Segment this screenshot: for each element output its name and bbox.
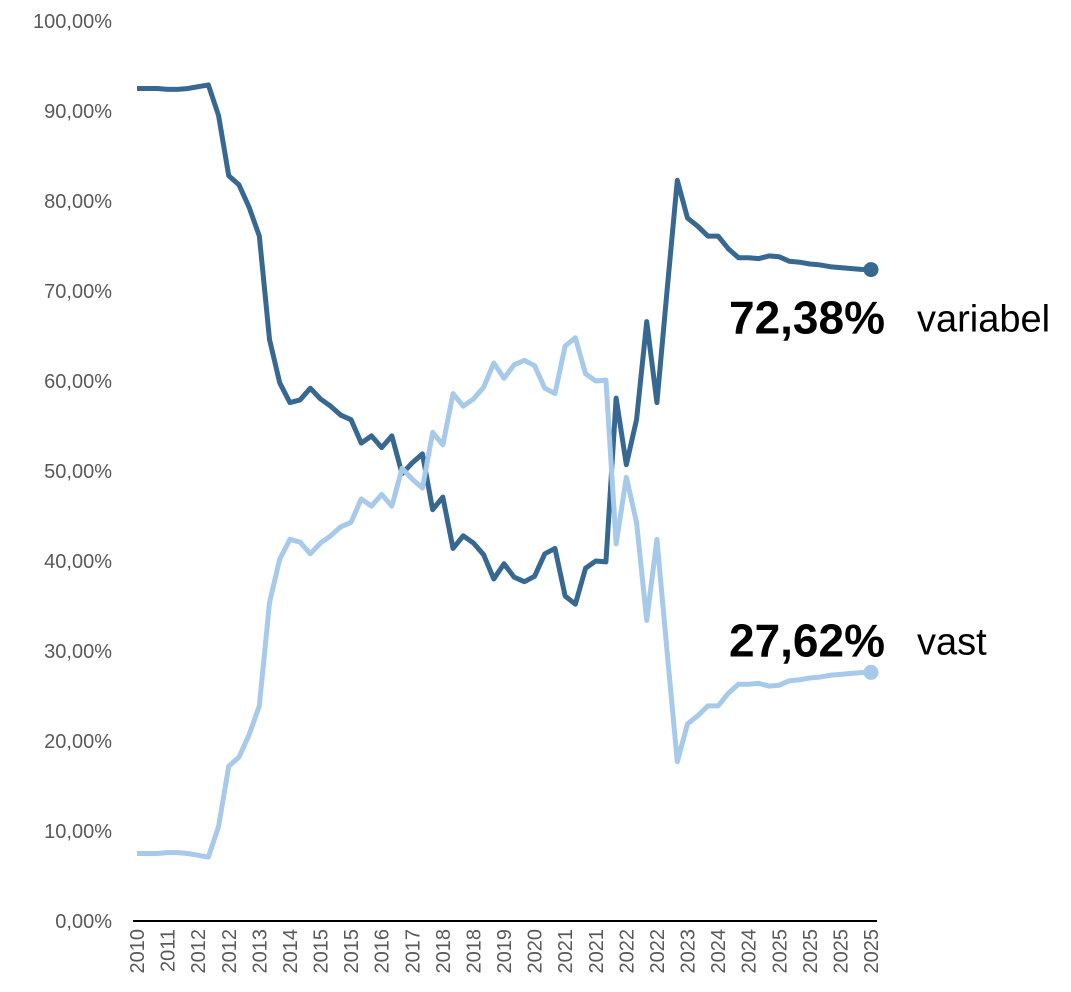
y-tick-label: 30,00% [44, 641, 112, 663]
end-dot [863, 664, 879, 680]
y-tick-label: 40,00% [44, 551, 112, 573]
y-tick-label: 100,00% [33, 11, 112, 33]
x-tick-label: 2015 [311, 929, 333, 974]
series-line [137, 335, 872, 860]
y-tick-label: 60,00% [44, 371, 112, 393]
x-tick-label: 2020 [525, 929, 547, 974]
y-tick-label: 20,00% [44, 731, 112, 753]
x-tick-label: 2011 [158, 929, 180, 972]
series-line [137, 82, 872, 607]
end-value-label: 72,38% [729, 292, 885, 344]
y-tick-label: 70,00% [44, 281, 112, 303]
end-dot [863, 262, 879, 278]
x-tick-label: 2022 [616, 929, 638, 974]
x-tick-label: 2025 [800, 929, 822, 974]
x-tick-label: 2018 [433, 929, 455, 974]
y-tick-label: 90,00% [44, 101, 112, 123]
x-tick-label: 2016 [372, 929, 394, 974]
x-tick-label: 2013 [249, 929, 271, 974]
x-tick-label: 2022 [647, 929, 669, 974]
end-value-label: 27,62% [729, 614, 885, 666]
x-tick-label: 2012 [188, 929, 210, 974]
x-tick-label: 2025 [769, 929, 791, 974]
x-tick-label: 2010 [127, 929, 149, 974]
x-tick-label: 2014 [280, 929, 302, 974]
x-tick-label: 2018 [463, 929, 485, 974]
series-name: vast [917, 621, 987, 663]
x-tick-label: 2012 [219, 929, 241, 974]
x-tick-label: 2025 [830, 929, 852, 974]
x-tick-label: 2024 [739, 929, 761, 974]
y-tick-label: 0,00% [55, 911, 112, 933]
x-tick-label: 2023 [678, 929, 700, 974]
x-tick-label: 2025 [861, 929, 883, 974]
y-tick-label: 80,00% [44, 191, 112, 213]
x-tick-label: 2015 [341, 929, 363, 974]
y-tick-label: 50,00% [44, 461, 112, 483]
y-tick-label: 10,00% [44, 821, 112, 843]
x-tick-label: 2024 [708, 929, 730, 974]
x-tick-label: 2017 [402, 929, 424, 974]
x-tick-label: 2021 [586, 929, 608, 974]
x-tick-label: 2019 [494, 929, 516, 974]
series-name: variabel [917, 299, 1050, 341]
x-tick-label: 2021 [555, 929, 577, 974]
